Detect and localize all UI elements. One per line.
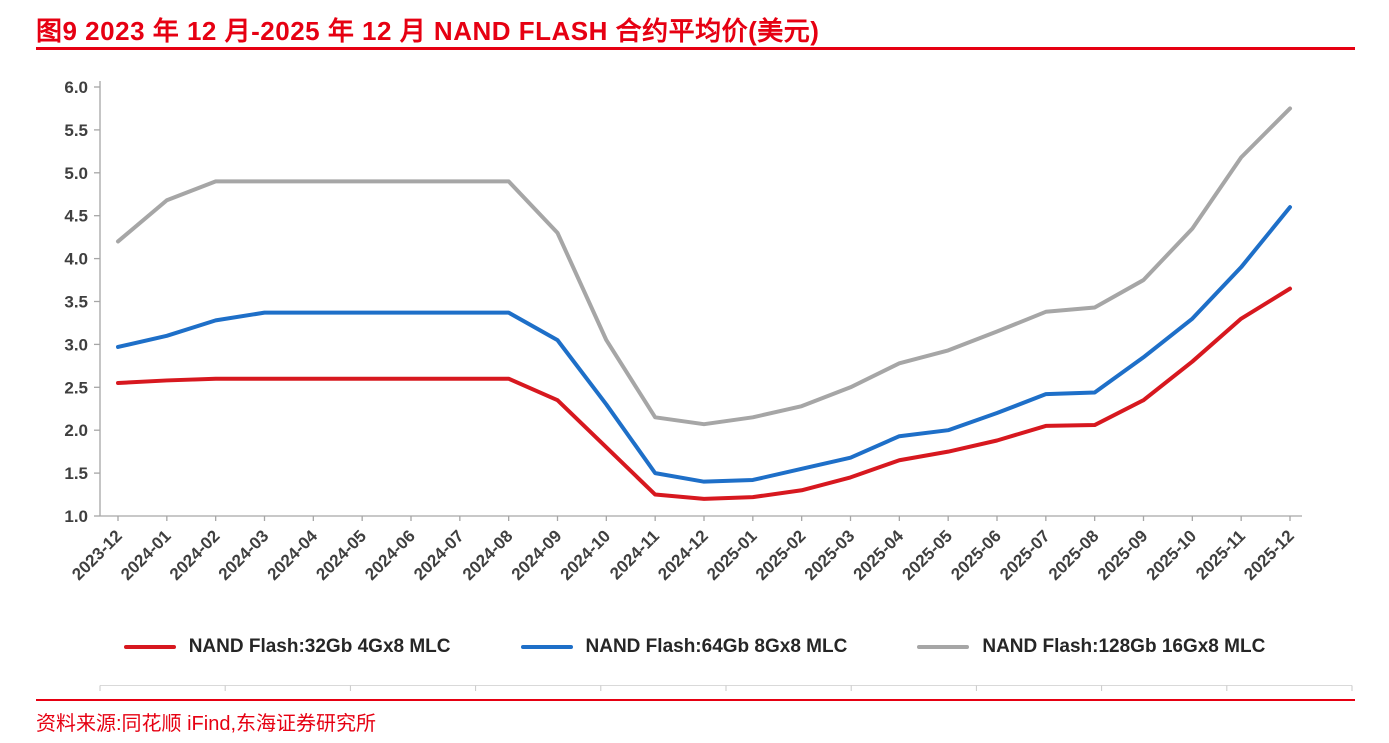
x-axis-tick-label: 2025-03 [801,526,859,584]
series-line-1 [116,205,1292,484]
x-axis-tick-label: 2025-02 [752,526,810,584]
y-axis-tick-label: 2.0 [64,421,88,440]
legend-label: NAND Flash:128Gb 16Gx8 MLC [982,636,1266,657]
data-source-note: 资料来源:同花顺 iFind,东海证券研究所 [36,713,377,735]
chart-legend: NAND Flash:32Gb 4Gx8 MLC NAND Flash:64Gb… [0,636,1389,658]
footer-divider [36,699,1355,701]
x-axis-tick-label: 2024-09 [508,526,566,584]
x-axis-tick-label: 2024-11 [606,526,663,583]
x-axis-tick-label: 2025-10 [1143,526,1201,584]
y-axis-tick-label: 2.5 [64,378,88,397]
x-axis-tick-label: 2024-02 [166,526,224,584]
title-divider [36,47,1355,50]
x-axis-tick-label: 2023-12 [68,526,126,584]
x-axis-tick-label: 2025-05 [898,526,956,584]
x-axis-tick-label: 2024-10 [557,526,615,584]
y-axis-tick-label: 4.0 [64,250,88,269]
x-axis-tick-label: 2024-03 [215,526,273,584]
y-axis-tick-label: 3.0 [64,335,88,354]
x-axis-tick-label: 2025-12 [1240,526,1298,584]
y-axis-tick-label: 5.5 [64,121,88,140]
series-line-0 [116,286,1292,501]
x-axis-tick-label: 2024-04 [264,526,322,584]
x-axis-tick-label: 2024-06 [361,526,419,584]
x-axis-tick-label: 2024-12 [654,526,712,584]
x-axis-tick-label: 2025-11 [1192,526,1249,583]
legend-swatch-red-line [123,645,176,649]
y-axis-tick-label: 3.5 [64,293,88,312]
page-title: 图9 2023 年 12 月-2025 年 12 月 NAND FLASH 合约… [36,16,820,46]
series-lines [116,106,1292,501]
x-axis: 2023-122024-012024-022024-032024-042024-… [68,516,1298,584]
series-line-2 [116,106,1292,427]
legend-label: NAND Flash:64Gb 8Gx8 MLC [585,636,848,657]
x-axis-tick-label: 2024-07 [410,526,468,584]
line-chart: 1.0 1.5 2.0 2.5 3.0 3.5 4.0 4.5 5.0 5.5 6.0 2023-12… [64,78,1302,584]
legend-swatch-gray-line [917,645,970,649]
bottom-tick-ruler [99,685,1353,691]
y-axis: 1.0 1.5 2.0 2.5 3.0 3.5 4.0 4.5 5.0 5.5 6.0 [64,78,100,526]
legend-item-series-blue: NAND Flash:64Gb 8Gx8 MLC [520,636,848,658]
legend-swatch-blue-line [520,645,573,649]
x-axis-tick-label: 2024-05 [312,526,370,584]
x-axis-tick-label: 2025-01 [703,526,761,584]
x-axis-tick-label: 2025-09 [1094,526,1152,584]
y-axis-tick-label: 6.0 [64,78,88,97]
y-axis-tick-label: 4.5 [64,207,88,226]
axes [99,81,1302,517]
x-axis-tick-label: 2024-01 [117,526,175,584]
legend-label: NAND Flash:32Gb 4Gx8 MLC [188,636,451,657]
y-axis-tick-label: 1.0 [64,507,88,526]
x-axis-tick-label: 2025-08 [1045,526,1103,584]
y-axis-tick-label: 5.0 [64,164,88,183]
x-axis-tick-label: 2024-08 [459,526,517,584]
y-axis-tick-label: 1.5 [64,464,88,483]
legend-item-series-gray: NAND Flash:128Gb 16Gx8 MLC [917,636,1265,658]
x-axis-tick-label: 2025-06 [947,526,1005,584]
x-axis-tick-label: 2025-04 [850,526,908,584]
legend-item-series-red: NAND Flash:32Gb 4Gx8 MLC [123,636,451,658]
x-axis-tick-label: 2025-07 [996,526,1054,584]
